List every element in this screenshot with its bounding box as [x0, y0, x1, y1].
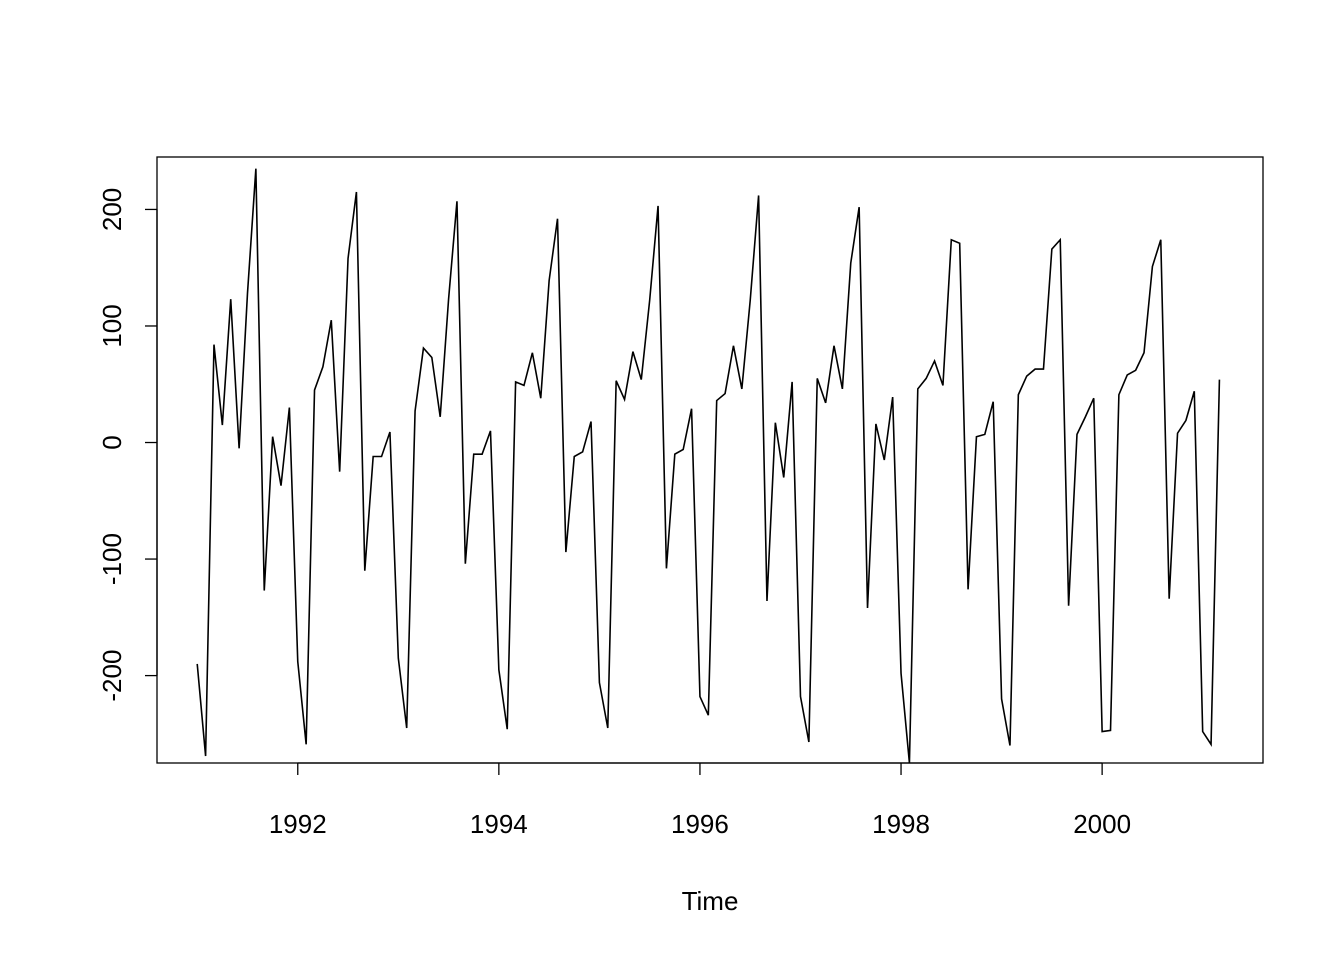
x-tick-label: 1992: [269, 809, 327, 839]
x-tick-label: 1998: [872, 809, 930, 839]
x-tick-label: 1994: [470, 809, 528, 839]
y-tick-label: 0: [97, 435, 127, 449]
series-line: [196, 168, 1221, 764]
y-tick-label: -200: [97, 650, 127, 702]
x-axis: 1992 1994 1996 1998 2000: [269, 762, 1131, 839]
y-tick-label: 100: [97, 304, 127, 347]
y-axis: -200 -100 0 100 200: [97, 188, 158, 702]
x-tick-label: 1996: [671, 809, 729, 839]
y-tick-label: 200: [97, 188, 127, 231]
series-layer: [196, 168, 1221, 764]
x-axis-label: Time: [682, 886, 739, 916]
x-tick-label: 2000: [1073, 809, 1131, 839]
y-tick-label: -100: [97, 533, 127, 585]
